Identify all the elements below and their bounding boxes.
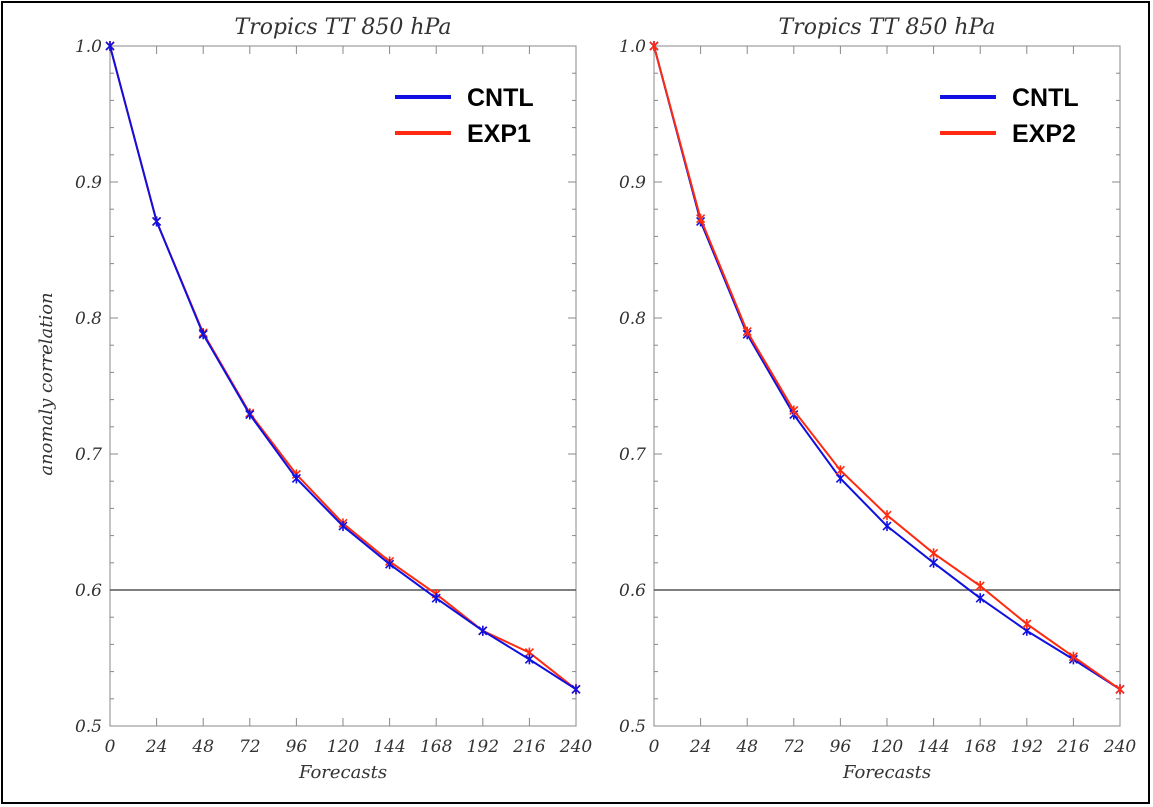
chart-title: Tropics TT 850 hPa xyxy=(779,15,996,40)
y-tick-label: 0.8 xyxy=(619,309,646,329)
data-point-exp2 xyxy=(649,41,659,51)
x-tick-label: 144 xyxy=(917,737,949,757)
y-axis-label: anomaly correlation xyxy=(36,292,57,475)
y-tick-label: 0.8 xyxy=(75,309,102,329)
y-tick-label: 0.9 xyxy=(619,173,646,193)
data-point-exp2 xyxy=(1068,651,1078,662)
y-tick-label: 0.5 xyxy=(75,717,102,737)
data-point-exp2 xyxy=(1115,684,1125,695)
chart-panel-right: Tropics TT 850 hPa 0.5 0.6 0.7 0.8 0.9 1.0 0 24 4… xyxy=(619,15,1136,783)
x-tick-label: 168 xyxy=(964,737,997,757)
x-tick-label: 24 xyxy=(145,737,168,757)
y-tick-label: 0.9 xyxy=(75,173,102,193)
x-tick-label: 192 xyxy=(1011,737,1043,757)
data-point-cntl xyxy=(571,684,581,695)
y-tick-label: 1.0 xyxy=(75,37,102,57)
plot-area-frame xyxy=(653,45,1121,727)
y-tick-label: 0.7 xyxy=(75,445,102,465)
plot-area-frame xyxy=(109,45,577,727)
x-tick-label: 0 xyxy=(105,737,116,757)
legend-label-cntl: CNTL xyxy=(467,84,534,112)
x-tick-label: 72 xyxy=(239,737,261,757)
y-tick-label: 1.0 xyxy=(619,37,646,57)
data-point-exp2 xyxy=(696,213,706,224)
x-tick-label: 144 xyxy=(373,737,405,757)
x-tick-label: 216 xyxy=(1056,737,1090,757)
data-point-exp2 xyxy=(1022,619,1032,629)
data-point-cntl xyxy=(245,409,255,420)
chart-panel-left: Tropics TT 850 hPa 0.5 0.6 0.7 0.8 0.9 1.0 0 24 4… xyxy=(75,15,592,783)
data-point-exp2 xyxy=(975,580,985,591)
data-point-cntl xyxy=(929,557,939,568)
legend-label-cntl: CNTL xyxy=(1012,84,1079,112)
data-point-cntl xyxy=(478,625,488,636)
data-point-exp2 xyxy=(835,465,845,476)
y-tick-label: 0.5 xyxy=(619,717,646,737)
data-point-cntl xyxy=(431,593,441,604)
x-tick-label: 120 xyxy=(327,737,360,757)
x-tick-label: 216 xyxy=(512,737,546,757)
data-point-exp2 xyxy=(789,405,799,416)
data-point-cntl xyxy=(105,41,115,51)
data-point-cntl xyxy=(338,521,348,532)
y-tick-label: 0.6 xyxy=(75,581,102,601)
data-point-cntl xyxy=(385,559,395,570)
chart-title: Tropics TT 850 hPa xyxy=(235,15,452,40)
y-tick-label: 0.6 xyxy=(619,581,646,601)
x-tick-label: 72 xyxy=(783,737,805,757)
legend-label-exp2: EXP2 xyxy=(1012,120,1076,148)
data-point-cntl xyxy=(524,654,534,665)
data-point-cntl xyxy=(291,473,301,484)
x-tick-label: 168 xyxy=(420,737,453,757)
data-point-exp2 xyxy=(882,510,892,521)
x-tick-label: 240 xyxy=(1103,737,1137,757)
data-point-cntl xyxy=(975,593,985,604)
x-tick-label: 96 xyxy=(286,737,308,757)
x-tick-label: 48 xyxy=(735,737,758,757)
x-tick-label: 48 xyxy=(191,737,214,757)
x-axis-label: Forecasts xyxy=(298,762,387,783)
y-tick-label: 0.7 xyxy=(619,445,646,465)
x-tick-label: 24 xyxy=(689,737,712,757)
x-tick-label: 0 xyxy=(649,737,660,757)
x-tick-label: 96 xyxy=(830,737,852,757)
legend-label-exp1: EXP1 xyxy=(467,120,531,148)
x-axis-label: Forecasts xyxy=(842,762,931,783)
x-tick-label: 120 xyxy=(871,737,904,757)
data-point-exp2 xyxy=(929,548,939,559)
data-point-cntl xyxy=(198,329,208,340)
data-point-exp2 xyxy=(742,326,752,337)
data-point-cntl xyxy=(152,216,162,227)
data-point-cntl xyxy=(882,521,892,532)
x-tick-label: 240 xyxy=(559,737,593,757)
x-tick-label: 192 xyxy=(467,737,499,757)
